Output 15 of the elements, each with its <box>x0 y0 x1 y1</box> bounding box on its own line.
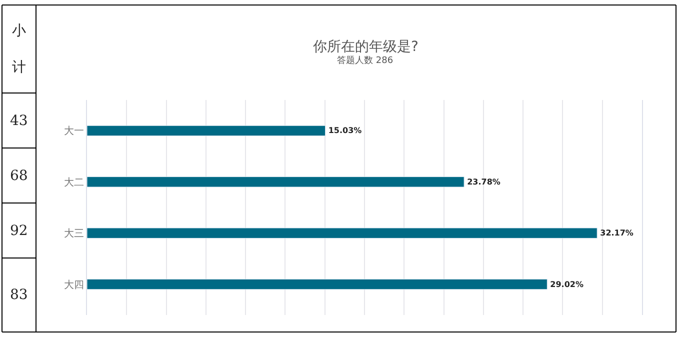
text: 92 <box>10 223 28 239</box>
text: 小计 <box>12 23 26 76</box>
data-label: 15.03% <box>328 126 362 136</box>
chart-title: 你所在的年级是? <box>312 39 418 55</box>
y-tick-label: 大四 <box>64 278 84 291</box>
y-tick-label: 大二 <box>64 176 84 188</box>
data-label: 29.02% <box>550 280 584 289</box>
text: 43 <box>10 113 28 129</box>
text: 68 <box>10 168 28 184</box>
data-label: 23.78% <box>467 177 500 186</box>
chart-subtitle: 答题人数 286 <box>337 55 394 66</box>
y-tick-label: 大一 <box>64 125 84 138</box>
text: 83 <box>10 287 28 303</box>
data-label: 32.17% <box>600 228 634 238</box>
y-tick-label: 大三 <box>64 228 84 240</box>
